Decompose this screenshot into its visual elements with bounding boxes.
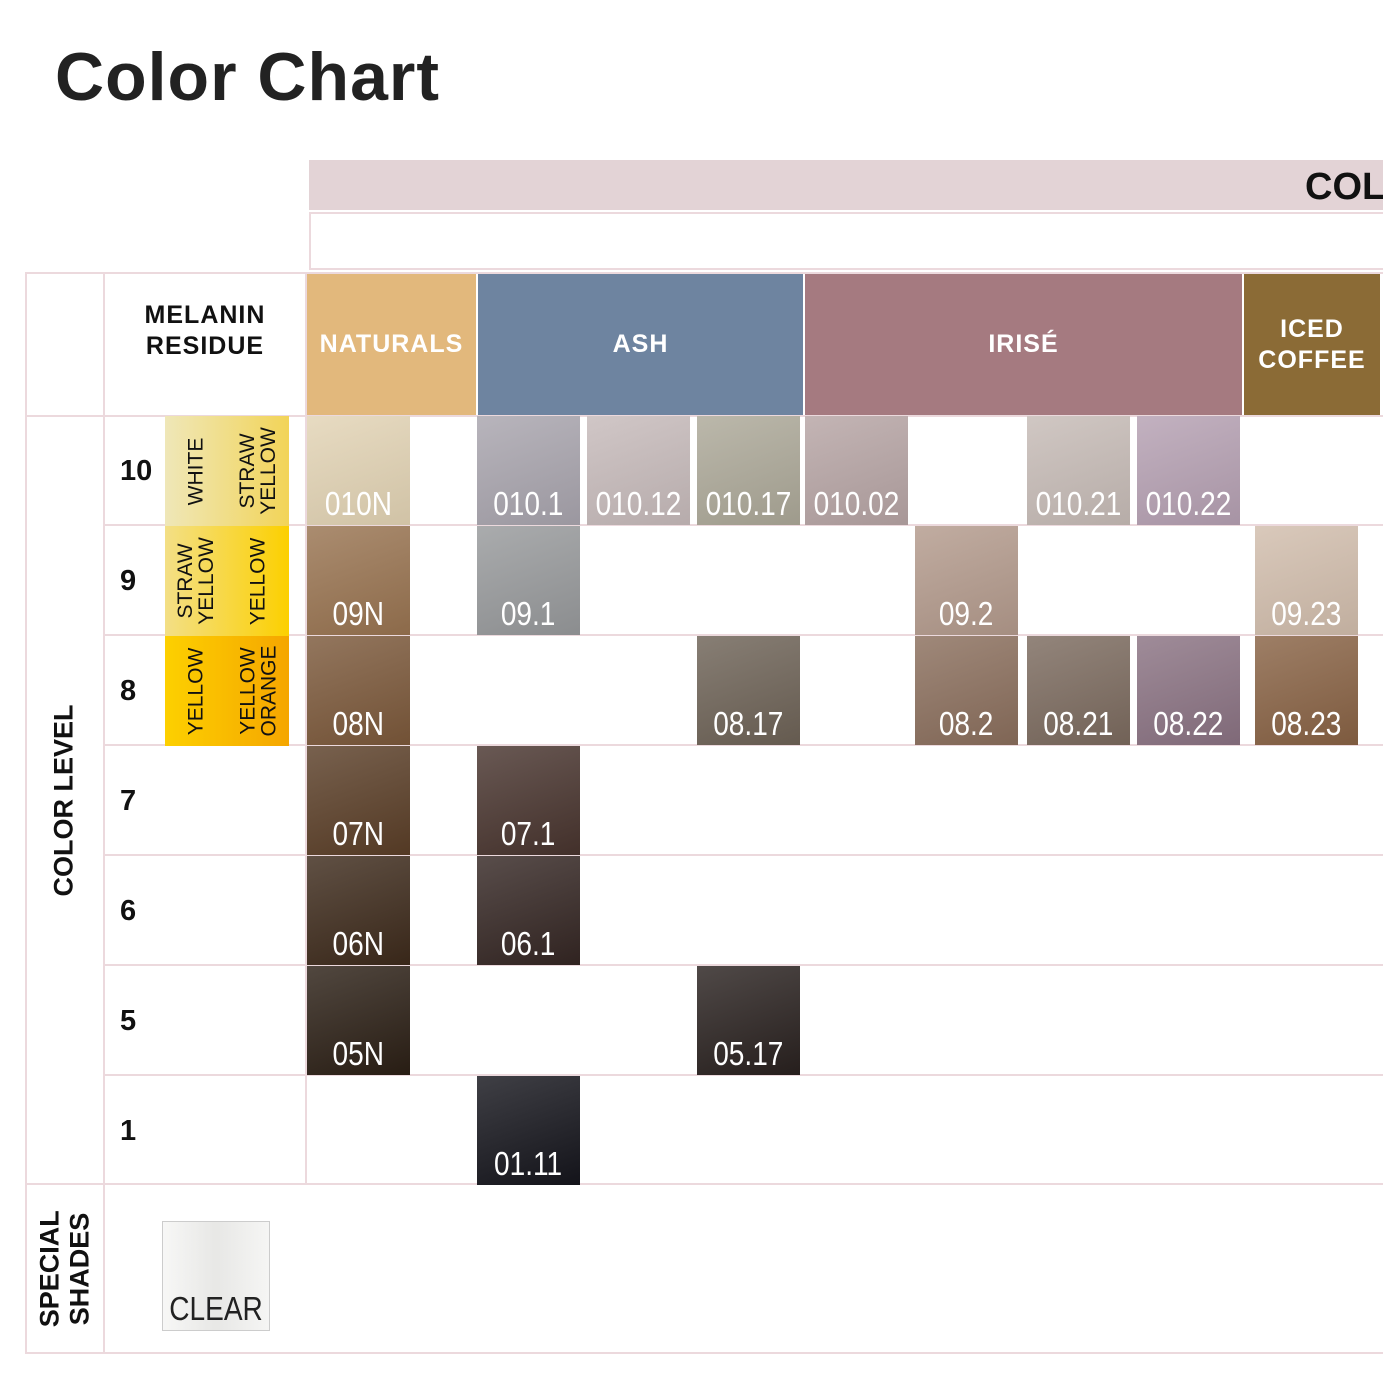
divider	[103, 964, 1383, 966]
melanin-strip	[165, 526, 289, 636]
swatch: 09.2	[915, 526, 1018, 635]
melanin-label-text: STRAW YELLOW	[174, 537, 219, 625]
swatch-text: 09.23	[1271, 595, 1342, 632]
banner-box	[309, 212, 1383, 270]
swatch: 05.17	[697, 966, 800, 1075]
swatch: 08N	[307, 636, 410, 745]
swatch: 08.2	[915, 636, 1018, 745]
swatch: 010.12	[587, 416, 690, 525]
swatch: 010.21	[1027, 416, 1130, 525]
swatch: 09.1	[477, 526, 580, 635]
swatch: CLEAR	[162, 1221, 270, 1331]
swatch-text: 08.21	[1043, 705, 1114, 742]
swatch-text: 010.12	[595, 485, 682, 522]
corner-label: MELANIN RESIDUE	[144, 301, 266, 360]
level-number: 9	[120, 565, 137, 597]
special-label-text: SPECIAL SHADES	[34, 1210, 94, 1328]
swatch: 010N	[307, 416, 410, 525]
swatch-text: 09.1	[501, 595, 556, 632]
level-number: 6	[120, 895, 137, 927]
special-label: SPECIAL SHADES	[25, 1185, 103, 1353]
swatch: 06.1	[477, 856, 580, 965]
family-header: NATURALS	[307, 274, 476, 415]
divider	[103, 744, 1383, 746]
divider	[103, 854, 1383, 856]
swatch: 09.23	[1255, 526, 1358, 635]
family-header: ICED COFFEE	[1244, 274, 1380, 415]
swatch-text: 010.17	[705, 485, 792, 522]
melanin-label: YELLOW	[227, 526, 289, 636]
swatch-text: 010.21	[1035, 485, 1122, 522]
swatch-text: 08.17	[713, 705, 784, 742]
swatch-text: 08.2	[939, 705, 994, 742]
level-number: 10	[120, 455, 153, 487]
swatch: 010.17	[697, 416, 800, 525]
family-header: IRISÉ	[805, 274, 1242, 415]
divider	[103, 634, 1383, 636]
swatch-text: 01.11	[494, 1145, 563, 1182]
level-number: 7	[120, 785, 137, 817]
melanin-label-text: YELLOW	[246, 537, 270, 625]
melanin-label-text: YELLOW ORANGE	[236, 645, 281, 737]
swatch: 05N	[307, 966, 410, 1075]
swatch-text: 08N	[332, 705, 385, 742]
swatch: 010.02	[805, 416, 908, 525]
swatch: 01.11	[477, 1076, 580, 1185]
banner-text: COL	[1305, 166, 1383, 208]
swatch: 07N	[307, 746, 410, 855]
swatch-text: 06N	[332, 925, 385, 962]
swatch-text: 010.1	[493, 485, 564, 522]
melanin-label-text: YELLOW	[184, 647, 208, 735]
divider	[103, 1074, 1383, 1076]
swatch-text: 05.17	[713, 1035, 784, 1072]
chart-table	[25, 272, 1383, 1354]
swatch-text: 09.2	[939, 595, 994, 632]
melanin-label-text: WHITE	[184, 437, 208, 505]
swatch: 06N	[307, 856, 410, 965]
divider	[305, 272, 307, 1184]
melanin-label: STRAW YELLOW	[165, 526, 227, 636]
page-title: Color Chart	[55, 39, 440, 115]
divider	[25, 1183, 1383, 1185]
melanin-label: YELLOW ORANGE	[227, 636, 289, 746]
swatch: 010.22	[1137, 416, 1240, 525]
swatch: 09N	[307, 526, 410, 635]
swatch-text: 09N	[332, 595, 385, 632]
swatch-text: 07N	[332, 815, 385, 852]
swatch: 08.22	[1137, 636, 1240, 745]
swatch-text: 08.22	[1153, 705, 1224, 742]
melanin-strip	[165, 636, 289, 746]
level-number: 1	[120, 1115, 137, 1147]
swatch-text: 010N	[324, 485, 393, 522]
family-header: ASH	[478, 274, 803, 415]
swatch: 07.1	[477, 746, 580, 855]
divider	[103, 272, 105, 1354]
melanin-label: YELLOW	[165, 636, 227, 746]
swatch: 08.23	[1255, 636, 1358, 745]
swatch: 010.1	[477, 416, 580, 525]
banner: COL	[309, 160, 1383, 210]
swatch: 08.17	[697, 636, 800, 745]
melanin-label: WHITE	[165, 416, 227, 526]
melanin-label-text: STRAW YELLOW	[236, 427, 281, 515]
melanin-strip	[165, 416, 289, 526]
level-number: 8	[120, 675, 137, 707]
swatch-text: 06.1	[501, 925, 556, 962]
swatch-text: 010.22	[1145, 485, 1232, 522]
level-label-text: COLOR LEVEL	[48, 703, 79, 897]
swatch-text: 05N	[332, 1035, 385, 1072]
divider	[103, 524, 1383, 526]
swatch-text: CLEAR	[169, 1290, 263, 1327]
level-label: COLOR LEVEL	[25, 417, 103, 1183]
swatch-text: 08.23	[1271, 705, 1342, 742]
swatch-text: 010.02	[813, 485, 900, 522]
swatch-text: 07.1	[501, 815, 556, 852]
melanin-label: STRAW YELLOW	[227, 416, 289, 526]
swatch: 08.21	[1027, 636, 1130, 745]
level-number: 5	[120, 1005, 137, 1037]
